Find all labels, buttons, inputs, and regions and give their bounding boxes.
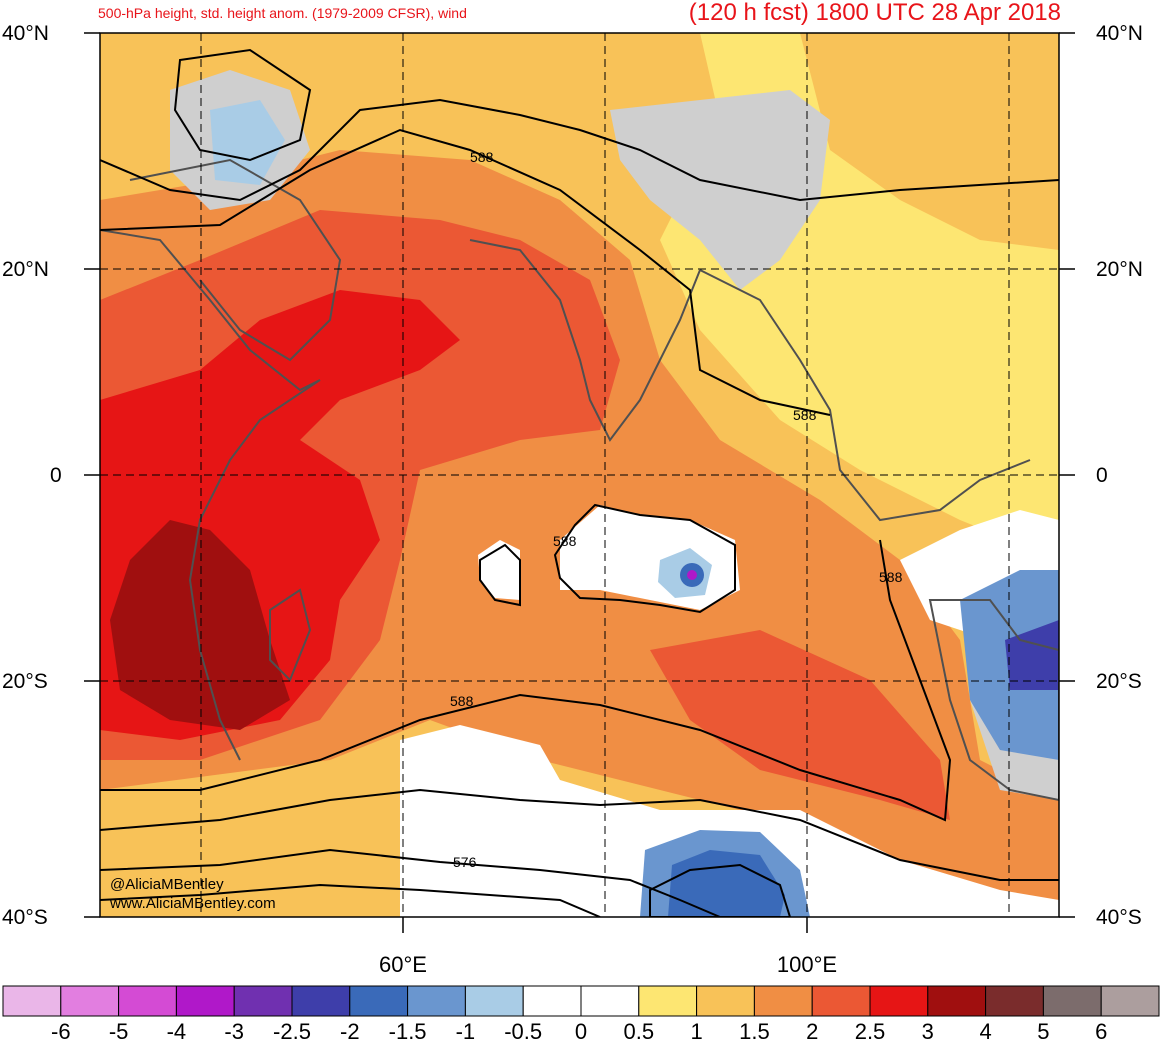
contour-label: 588 bbox=[553, 533, 577, 549]
colorbar-label: 4 bbox=[979, 1019, 992, 1044]
lat-label-40s-left: 40°S bbox=[2, 906, 48, 929]
anomaly-neutral-south bbox=[400, 725, 1059, 917]
height-contour-south-low bbox=[649, 863, 792, 917]
contour-label: 588 bbox=[793, 407, 817, 423]
height-contour-south-1 bbox=[100, 788, 1059, 881]
colorbar-swatch bbox=[2, 985, 62, 1017]
colorbar-label: 2 bbox=[806, 1019, 819, 1044]
colorbar-label: -2 bbox=[340, 1019, 360, 1044]
map-title-right: (120 h fcst) 1800 UTC 28 Apr 2018 bbox=[688, 0, 1061, 26]
height-contour-576 bbox=[100, 848, 721, 917]
lon-label-60e: 60°E bbox=[379, 952, 427, 977]
watermark-handle: @AliciaMBentley bbox=[110, 876, 224, 893]
colorbar-label: -0.5 bbox=[504, 1019, 543, 1044]
height-contour-west-low bbox=[173, 48, 312, 162]
colorbar-swatch bbox=[869, 985, 929, 1017]
colorbar-swatch bbox=[1100, 985, 1160, 1017]
lat-label-eq-left: 0 bbox=[50, 464, 62, 487]
colorbar-label: 3 bbox=[921, 1019, 934, 1044]
height-contour-upper bbox=[100, 98, 1059, 202]
lat-label-20n-left: 20°N bbox=[2, 258, 49, 281]
colorbar-label: -1 bbox=[455, 1019, 476, 1044]
colorbar-swatch bbox=[985, 985, 1044, 1017]
lat-label-20n-right: 20°N bbox=[1096, 258, 1143, 281]
axis-ticks bbox=[84, 32, 1075, 933]
lat-label-40n-left: 40°N bbox=[2, 22, 49, 45]
colorbar-swatch bbox=[580, 985, 640, 1017]
colorbar-swatch bbox=[753, 985, 813, 1017]
anomaly-gray-himalaya bbox=[610, 90, 830, 290]
colorbar-swatch bbox=[60, 985, 120, 1017]
height-contour-588-cyclone bbox=[553, 503, 736, 614]
coastline-se-asia bbox=[699, 269, 1031, 522]
colorbar-swatch bbox=[175, 985, 235, 1017]
anomaly-blue-south-core bbox=[668, 850, 785, 917]
colorbar-swatch bbox=[696, 985, 755, 1017]
colorbar-label: -1.5 bbox=[388, 1019, 427, 1044]
lat-label-20s-left: 20°S bbox=[2, 670, 48, 693]
colorbar-swatch bbox=[811, 985, 871, 1017]
height-contour-588-north bbox=[100, 128, 831, 416]
lat-label-20s-right: 20°S bbox=[1096, 670, 1142, 693]
colorbar-swatch bbox=[927, 985, 987, 1017]
coastline-australia bbox=[928, 599, 1059, 802]
coastline-arabia bbox=[129, 158, 342, 362]
colorbar-label: 0 bbox=[574, 1019, 588, 1044]
map-panel: 588 588 588 588 588 576 @AliciaMBentley … bbox=[84, 32, 1075, 933]
coastline-africa bbox=[100, 229, 321, 761]
colorbar-swatch bbox=[233, 985, 293, 1017]
height-contour-588-south bbox=[100, 539, 952, 822]
lat-label-40n-right: 40°N bbox=[1096, 22, 1143, 45]
colorbar-label: 2.5 bbox=[854, 1019, 886, 1044]
lat-label-eq-right: 0 bbox=[1096, 464, 1108, 487]
colorbar-label: 0.5 bbox=[623, 1019, 655, 1044]
height-contour-588-west-loop bbox=[479, 543, 521, 607]
coastline-india bbox=[469, 239, 701, 442]
lat-label-40s-right: 40°S bbox=[1096, 906, 1142, 929]
colorbar bbox=[2, 985, 1160, 1017]
contour-label: 588 bbox=[450, 693, 474, 709]
colorbar-label: -5 bbox=[108, 1019, 129, 1044]
colorbar-swatch bbox=[407, 985, 466, 1017]
height-contour-south-3 bbox=[100, 883, 601, 917]
anomaly-blue-west bbox=[210, 100, 285, 185]
contour-label: 588 bbox=[879, 569, 903, 585]
colorbar-label: 6 bbox=[1095, 1019, 1108, 1044]
colorbar-swatch bbox=[118, 985, 177, 1017]
colorbar-label: 5 bbox=[1037, 1019, 1050, 1044]
graticule bbox=[100, 33, 1059, 917]
colorbar-label: 1 bbox=[690, 1019, 703, 1044]
map-title-left: 500-hPa height, std. height anom. (1979-… bbox=[98, 5, 467, 21]
contour-label: 588 bbox=[470, 149, 494, 165]
colorbar-swatch bbox=[638, 985, 698, 1017]
anomaly-region-1p0-north bbox=[800, 33, 1059, 250]
colorbar-swatch bbox=[291, 985, 351, 1017]
colorbar-label: -2.5 bbox=[273, 1019, 311, 1044]
colorbar-swatch bbox=[1042, 985, 1102, 1017]
anomaly-cyclone-center bbox=[687, 570, 697, 580]
colorbar-swatch bbox=[464, 985, 524, 1017]
colorbar-label: -4 bbox=[166, 1019, 187, 1044]
colorbar-swatch bbox=[522, 985, 582, 1017]
anomaly-region-3p0 bbox=[110, 520, 290, 730]
coastline-madagascar bbox=[269, 588, 312, 682]
contour-label: 576 bbox=[453, 854, 477, 870]
anomaly-region-2p0-east bbox=[650, 630, 950, 820]
watermark-url: www.AliciaMBentley.com bbox=[109, 895, 276, 912]
colorbar-swatch bbox=[349, 985, 409, 1017]
colorbar-label: -3 bbox=[224, 1019, 244, 1044]
lon-label-100e: 100°E bbox=[776, 952, 838, 977]
colorbar-label: 1.5 bbox=[739, 1019, 770, 1044]
colorbar-label: -6 bbox=[51, 1019, 71, 1044]
